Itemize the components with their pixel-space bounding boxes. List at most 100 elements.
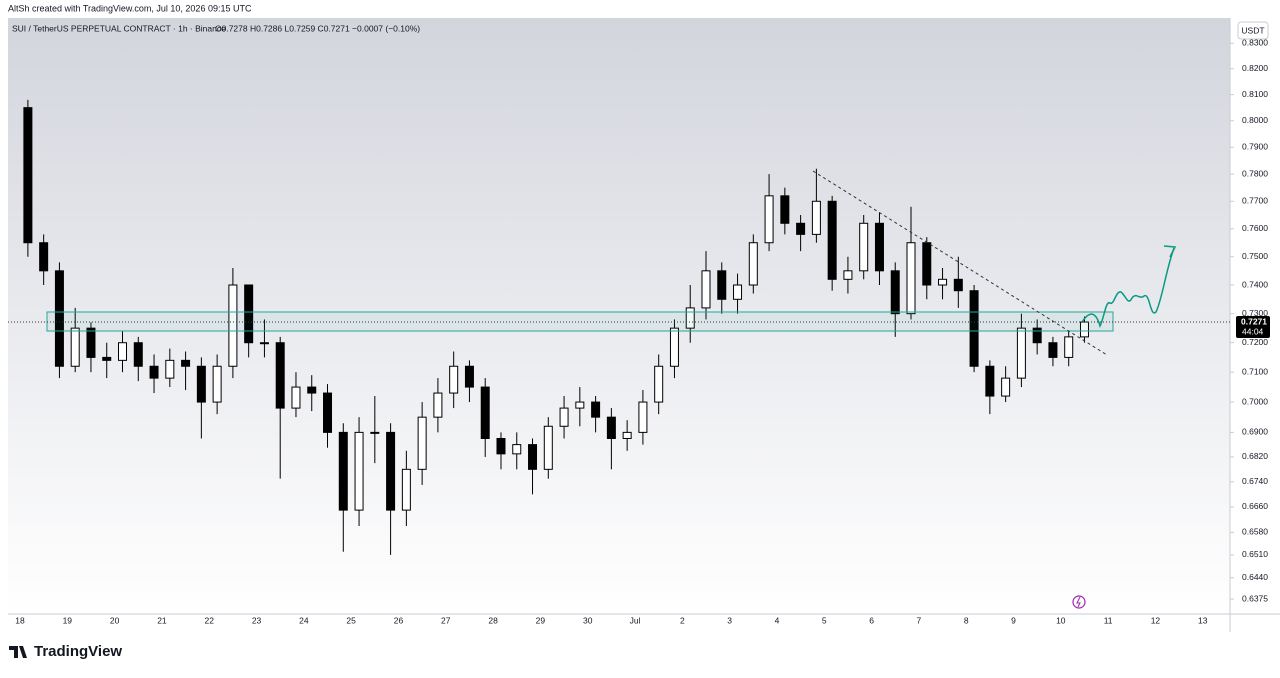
- y-tick-label: 0.7600: [1242, 223, 1268, 233]
- x-tick-label: Jul: [630, 615, 641, 625]
- candle-body: [575, 401, 585, 409]
- x-tick-label: 24: [299, 615, 309, 625]
- candle-body: [543, 425, 553, 470]
- candle-body: [370, 431, 380, 434]
- trend-line: [812, 170, 1108, 356]
- x-tick-label: 7: [917, 615, 922, 625]
- x-tick-label: 30: [583, 615, 593, 625]
- candle-body: [464, 365, 474, 388]
- candle-body: [796, 222, 806, 235]
- candle-body: [133, 342, 143, 367]
- candle-body: [843, 270, 853, 280]
- candle-body: [701, 270, 711, 309]
- y-tick-label: 0.7200: [1242, 337, 1268, 347]
- currency-box[interactable]: [1237, 21, 1269, 40]
- y-tick-label: 0.7100: [1242, 366, 1268, 376]
- x-tick-label: 13: [1198, 615, 1208, 625]
- candle-body: [228, 284, 238, 367]
- candle-body: [1032, 327, 1042, 344]
- x-tick-label: 3: [727, 615, 732, 625]
- event-bolt: [1076, 596, 1081, 608]
- x-tick-label: 23: [252, 615, 262, 625]
- candle-body: [764, 195, 774, 244]
- currency: USDT: [1241, 25, 1264, 35]
- y-tick-label: 0.7700: [1242, 196, 1268, 206]
- candle-body: [86, 327, 96, 358]
- candle-body: [654, 365, 664, 403]
- candle-body: [890, 270, 900, 315]
- y-tick-label: 0.8300: [1242, 37, 1268, 47]
- candle-body: [922, 242, 932, 286]
- y-tick-label: 0.7900: [1242, 142, 1268, 152]
- x-tick-label: 10: [1056, 615, 1066, 625]
- candle-body: [307, 386, 317, 394]
- x-tick-label: 4: [775, 615, 780, 625]
- candle-body: [938, 278, 948, 286]
- candle-body: [1079, 321, 1089, 338]
- x-tick-label: 11: [1104, 615, 1113, 625]
- x-tick-label: 28: [488, 615, 498, 625]
- candle-body: [985, 365, 995, 397]
- candle-body: [354, 431, 364, 511]
- candle-body: [622, 431, 632, 439]
- y-tick-label: 0.6900: [1242, 427, 1268, 437]
- candle-body: [969, 290, 979, 367]
- candle-body: [606, 416, 616, 439]
- brand: TradingView: [34, 643, 122, 660]
- x-tick-label: 20: [110, 615, 120, 625]
- x-tick-label: 27: [441, 615, 451, 625]
- candle-body: [874, 222, 884, 272]
- ohlc-legend: O0.7278 H0.7286 L0.7259 C0.7271 −0.0007 …: [215, 23, 420, 33]
- candle-body: [496, 437, 506, 455]
- projection-path: [1081, 247, 1175, 329]
- x-tick-label: 18: [15, 615, 25, 625]
- candle-body: [323, 392, 333, 433]
- y-tick-label: 0.6510: [1242, 549, 1268, 559]
- candle-body: [70, 327, 80, 367]
- candle-body: [212, 365, 222, 403]
- y-tick-label: 0.6740: [1242, 476, 1268, 486]
- candle-body: [449, 365, 459, 394]
- candle-body: [512, 444, 522, 455]
- candle-body: [165, 359, 175, 379]
- candle-body: [906, 242, 916, 315]
- candle-body: [953, 278, 963, 292]
- candle-body: [338, 431, 348, 511]
- symbol: SUI / TetherUS PERPETUAL CONTRACT · 1h ·…: [12, 23, 226, 33]
- candle-body: [244, 284, 254, 344]
- x-tick-label: 8: [964, 615, 969, 625]
- candle-body: [685, 307, 695, 329]
- y-tick-label: 0.6660: [1242, 501, 1268, 511]
- y-tick-label: 0.6440: [1242, 572, 1268, 582]
- zone-box: [46, 311, 1114, 332]
- projection-arrow: [1163, 245, 1177, 258]
- y-tick-label: 0.6375: [1242, 593, 1268, 603]
- candle-body: [1064, 336, 1074, 358]
- x-tick-label: 25: [346, 615, 356, 625]
- candle-body: [196, 365, 206, 403]
- candle-body: [591, 401, 601, 418]
- last-price-tag: [1236, 316, 1270, 339]
- x-tick-label: 19: [63, 615, 73, 625]
- last-price-label: 0.7271: [1241, 316, 1267, 326]
- candle-body: [181, 359, 191, 367]
- candle-body: [433, 392, 443, 418]
- x-tick-label: 2: [680, 615, 685, 625]
- event-icon[interactable]: [1072, 595, 1086, 609]
- candle-body: [780, 195, 790, 224]
- candle-body: [827, 200, 837, 280]
- brand-logo: [9, 646, 27, 658]
- candle-body: [149, 365, 159, 379]
- candle-body: [23, 107, 33, 244]
- candle-body: [386, 431, 396, 511]
- plot-bg: [8, 18, 1230, 614]
- candle-body: [275, 342, 285, 409]
- candle-body: [669, 327, 679, 367]
- candle-body: [638, 401, 648, 433]
- candle-body: [811, 200, 821, 235]
- x-tick-label: 21: [157, 615, 167, 625]
- candle-body: [1048, 342, 1058, 358]
- candle-body: [717, 270, 727, 300]
- x-tick-label: 6: [869, 615, 874, 625]
